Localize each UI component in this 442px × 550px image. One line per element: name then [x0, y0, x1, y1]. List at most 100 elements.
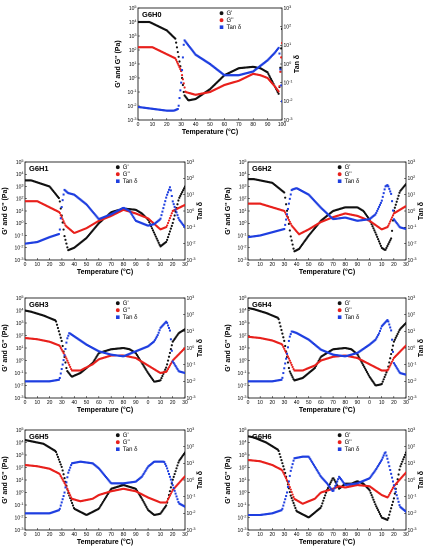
data-point — [288, 229, 291, 232]
data-point — [168, 351, 172, 355]
data-point — [143, 502, 146, 505]
data-point — [288, 490, 291, 494]
data-point — [171, 221, 174, 225]
data-point — [167, 219, 171, 222]
x-tick-label: 70 — [108, 262, 114, 268]
data-point — [156, 334, 159, 337]
data-point — [382, 454, 385, 457]
data-point — [286, 216, 290, 220]
y-left-axis-title: G' and G'' (Pa) — [225, 456, 232, 503]
y-left-tick-label: 100 — [16, 357, 24, 364]
data-point — [405, 373, 406, 376]
x-tick-label: 80 — [250, 122, 256, 128]
data-point — [61, 498, 64, 501]
legend-entry: G'' — [345, 172, 352, 178]
series-tan — [248, 319, 406, 383]
data-point — [57, 378, 60, 381]
y-right-tick-label: 10-2 — [408, 378, 417, 385]
y-left-tick-label: 10-2 — [128, 103, 137, 110]
data-point — [290, 239, 293, 242]
panel-title: G6H0 — [142, 10, 162, 19]
x-tick-label: 70 — [330, 400, 336, 406]
data-point — [388, 241, 391, 244]
data-point — [372, 498, 375, 501]
legend-marker — [337, 315, 342, 319]
data-point — [154, 235, 157, 238]
data-point — [312, 464, 315, 467]
data-point — [329, 487, 332, 490]
y-right-tick-label: 10-1 — [408, 361, 417, 368]
data-point — [168, 490, 172, 493]
data-point — [393, 492, 396, 495]
data-point — [267, 72, 270, 76]
x-tick-label: 90 — [133, 532, 139, 538]
data-point — [105, 477, 108, 480]
data-point — [58, 333, 61, 336]
x-tick-label: 0 — [368, 532, 371, 538]
data-point — [59, 463, 62, 466]
data-point — [170, 224, 173, 227]
data-point — [152, 340, 155, 343]
panel-g6h1: 0 10 20 30 40 50 60 70 80 90 0 10 20 3010-310-210-110… — [2, 159, 204, 276]
panel-g6h6: 0 10 20 30 40 50 60 70 80 90 0 10 20 3010-310-210-110… — [225, 427, 425, 546]
data-point — [281, 376, 284, 379]
y-right-axis-title: Tan δ — [197, 471, 204, 489]
y-left-tick-label: 10-2 — [15, 382, 24, 389]
data-point — [171, 478, 174, 481]
data-point — [384, 321, 387, 324]
data-point — [88, 207, 91, 210]
data-point — [370, 494, 373, 497]
data-point — [183, 86, 186, 89]
data-point — [387, 320, 390, 323]
data-point — [275, 49, 278, 52]
data-point — [161, 324, 164, 327]
data-point — [176, 62, 179, 65]
data-point — [292, 501, 295, 505]
data-point — [378, 330, 381, 333]
data-point — [393, 487, 396, 490]
y-right-tick-label: 103 — [284, 5, 292, 12]
data-point — [390, 229, 394, 232]
data-point — [173, 489, 176, 492]
data-point — [60, 339, 63, 343]
data-point — [385, 371, 388, 374]
data-point — [339, 476, 342, 479]
data-point — [63, 476, 66, 480]
data-point — [287, 483, 290, 486]
data-point — [280, 328, 283, 332]
x-tick-label: 10 — [158, 400, 164, 406]
legend-marker — [337, 179, 342, 183]
data-point — [388, 361, 391, 364]
y-left-tick-label: 105 — [239, 427, 247, 434]
panel-title: G6H6 — [252, 432, 272, 441]
legend-entry: G'' — [123, 172, 130, 178]
x-tick-label: 90 — [133, 400, 139, 406]
data-point — [172, 487, 175, 490]
data-point — [183, 225, 185, 228]
data-point — [326, 486, 330, 490]
y-right-tick-label: 101 — [187, 191, 195, 198]
x-tick-label: 70 — [236, 122, 242, 128]
data-point — [65, 357, 68, 360]
data-point — [67, 334, 70, 337]
data-point — [284, 362, 287, 365]
data-point — [144, 469, 147, 472]
data-point — [394, 336, 397, 339]
x-tick-label: 10 — [35, 400, 41, 406]
data-point — [382, 323, 385, 326]
data-point — [165, 366, 168, 369]
data-point — [160, 325, 163, 328]
data-point — [172, 361, 175, 364]
data-point — [98, 467, 101, 470]
data-point — [391, 476, 394, 479]
data-point — [314, 467, 317, 470]
data-point — [379, 244, 383, 247]
data-point — [167, 324, 170, 327]
x-tick-label: 60 — [222, 122, 228, 128]
x-tick-label: 10 — [158, 262, 164, 268]
panel-g6h0: 0 10 20 30 40 50 60 70 80 90 10010-310-210-1100101… — [115, 5, 301, 136]
legend-marker — [337, 433, 342, 438]
data-point — [55, 453, 59, 456]
x-tick-label: 30 — [59, 400, 65, 406]
data-point — [108, 480, 111, 483]
